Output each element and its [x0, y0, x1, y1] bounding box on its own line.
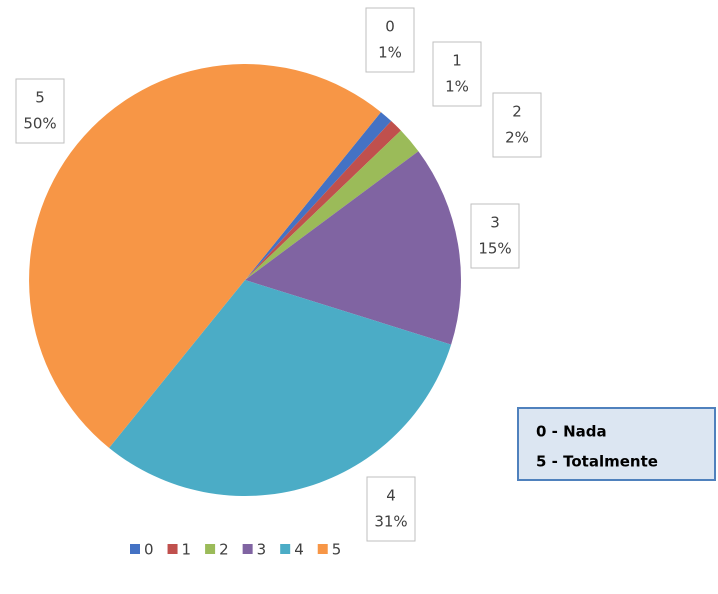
- data-label: 1%: [445, 78, 469, 96]
- legend-label: 5: [332, 541, 342, 559]
- legend-swatch: [130, 544, 140, 554]
- data-label-box: [366, 476, 416, 542]
- data-label-box: [432, 41, 482, 107]
- data-label-box: [492, 92, 542, 158]
- data-label: 15%: [478, 240, 511, 258]
- legend-swatch: [280, 544, 291, 554]
- legend-label: 1: [182, 541, 192, 559]
- data-label-category: 4: [386, 487, 396, 505]
- legend-label: 4: [294, 541, 304, 559]
- data-label-category: 2: [512, 103, 522, 121]
- pie-slice: [245, 130, 419, 280]
- annotation: 5 - Totalmente: [536, 453, 658, 471]
- data-label-category: 5: [35, 89, 45, 107]
- data-label-category: 1: [452, 52, 462, 70]
- data-label: 50%: [23, 115, 56, 133]
- pie-slice: [245, 151, 462, 345]
- data-label: 2%: [505, 129, 529, 147]
- pie-slice: [109, 280, 452, 496]
- pie-slice: [245, 112, 392, 280]
- annotation: 0 - Nada: [536, 423, 607, 441]
- data-label-box: [15, 78, 65, 144]
- legend-swatch: [167, 544, 178, 554]
- legend-label: 2: [219, 541, 229, 559]
- legend-swatch: [205, 544, 216, 554]
- legend-swatch: [242, 544, 253, 554]
- pie-slice: [245, 121, 401, 281]
- data-label: 1%: [378, 44, 402, 62]
- annotation-box: [517, 407, 716, 481]
- legend-swatch: [317, 544, 328, 554]
- data-label: 31%: [374, 513, 407, 531]
- pie-slice: [29, 64, 381, 448]
- data-label-box: [470, 203, 520, 269]
- data-label-box: [365, 7, 415, 73]
- data-label-category: 3: [490, 214, 500, 232]
- data-label-category: 0: [385, 18, 395, 36]
- legend-label: 0: [144, 541, 154, 559]
- legend-label: 3: [257, 541, 267, 559]
